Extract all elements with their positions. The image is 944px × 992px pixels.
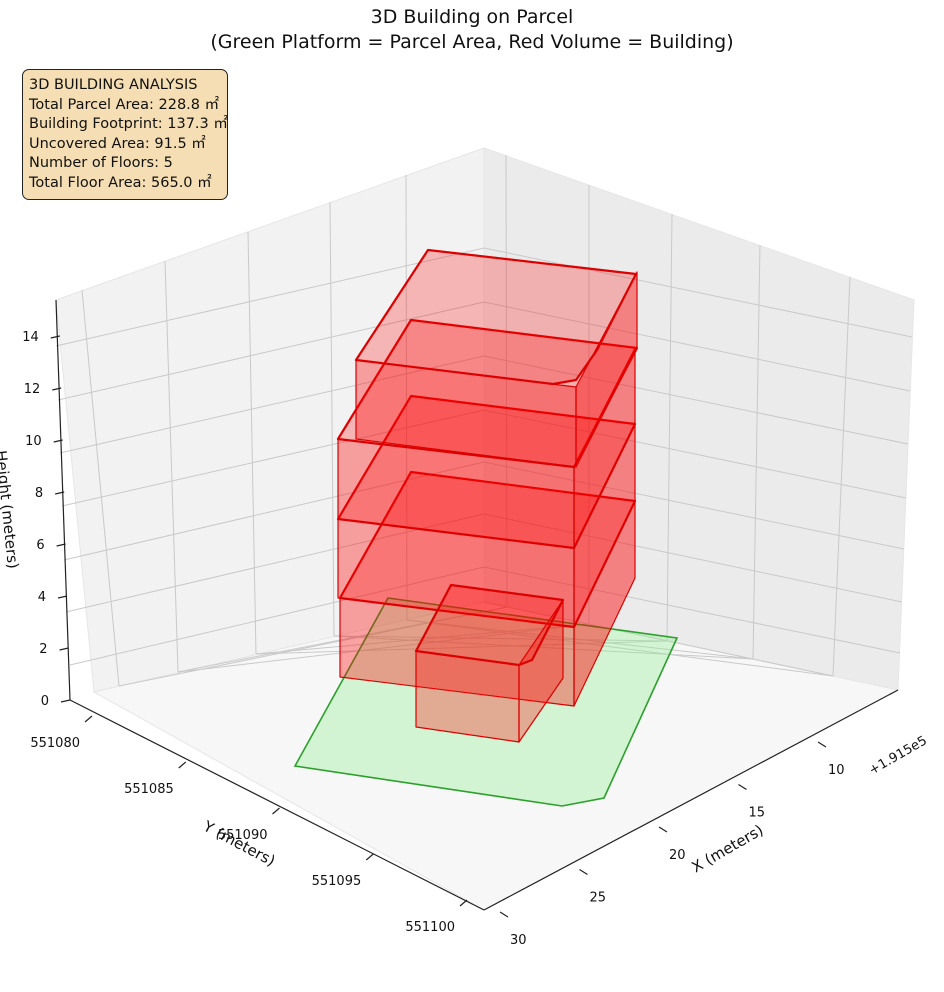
- y-tick-mark: [365, 853, 374, 861]
- x-tick-label: 10: [828, 763, 845, 778]
- z-tick-label: 4: [38, 590, 46, 605]
- x-tick-label: 15: [749, 806, 766, 821]
- y-tick-label: 551090: [218, 828, 268, 843]
- building-floor: [518, 599, 564, 743]
- z-tick-label: 0: [41, 694, 49, 709]
- x-tick-mark: [658, 826, 668, 833]
- y-tick-label: 551100: [405, 920, 455, 935]
- x-tick-label: 20: [669, 848, 686, 863]
- x-tick-mark: [579, 868, 588, 876]
- building-floor: [415, 650, 520, 743]
- x-tick-mark: [738, 783, 747, 791]
- z-tick-mark: [52, 387, 62, 391]
- z-axis-label: Height (meters): [0, 449, 22, 569]
- z-axis-ticks: 0 2 4 6 8 10 12 14: [22, 330, 71, 709]
- axis-lines: [55, 299, 899, 911]
- x-axis-label: X (meters): [688, 821, 766, 876]
- z-tick-mark: [60, 699, 71, 703]
- x-axis-offset-label: +1.915e5: [867, 733, 930, 778]
- z-tick-label: 10: [25, 434, 42, 449]
- y-axis-label: Y (meters): [200, 817, 279, 870]
- z-tick-mark: [57, 595, 68, 599]
- y-tick-label: 551095: [312, 874, 362, 889]
- building-volume: [336, 248, 639, 743]
- z-tick-label: 2: [39, 642, 47, 657]
- building-floor: [573, 347, 636, 549]
- info-uncovered-area: Uncovered Area: 91.5 ㎡: [29, 135, 206, 152]
- y-tick-mark: [84, 715, 93, 723]
- x-tick-label: 25: [590, 891, 607, 906]
- z-tick-label: 12: [24, 382, 41, 397]
- chart-title: 3D Building on Parcel: [370, 6, 574, 28]
- info-total-floor-area: Total Floor Area: 565.0 ㎡: [29, 174, 212, 191]
- y-tick-label: 551080: [30, 736, 80, 751]
- z-tick-label: 14: [22, 330, 39, 345]
- y-axis-ticks: 551080 551085 551090 551095 551100: [30, 715, 468, 935]
- x-tick-mark: [499, 911, 509, 918]
- parcel-platform: [293, 597, 679, 807]
- x-axis-ticks: 10 15 20 25 30: [499, 741, 845, 948]
- info-parcel-area: Total Parcel Area: 228.8 ㎡: [29, 96, 220, 113]
- y-tick-mark: [178, 761, 187, 769]
- y-tick-mark: [272, 807, 280, 815]
- info-number-of-floors: Number of Floors: 5: [29, 155, 173, 171]
- z-tick-mark: [53, 439, 63, 443]
- building-floor: [414, 583, 565, 667]
- info-building-footprint: Building Footprint: 137.3 ㎡: [29, 116, 228, 132]
- x-tick-mark: [817, 741, 827, 748]
- info-box-heading: 3D BUILDING ANALYSIS: [29, 77, 198, 93]
- building-floor: [354, 248, 638, 386]
- x-tick-label: 30: [510, 933, 527, 948]
- z-tick-mark: [56, 543, 66, 547]
- analysis-info-box: 3D BUILDING ANALYSIS Total Parcel Area: …: [22, 69, 228, 200]
- z-tick-label: 6: [36, 538, 44, 553]
- chart-subtitle: (Green Platform = Parcel Area, Red Volum…: [210, 31, 734, 53]
- z-tick-mark: [50, 335, 60, 339]
- z-tick-mark: [55, 491, 65, 495]
- gridlines: [55, 154, 913, 687]
- y-tick-mark: [459, 899, 468, 907]
- z-tick-label: 8: [35, 486, 43, 501]
- y-tick-label: 551085: [124, 782, 174, 797]
- z-tick-mark: [59, 647, 69, 651]
